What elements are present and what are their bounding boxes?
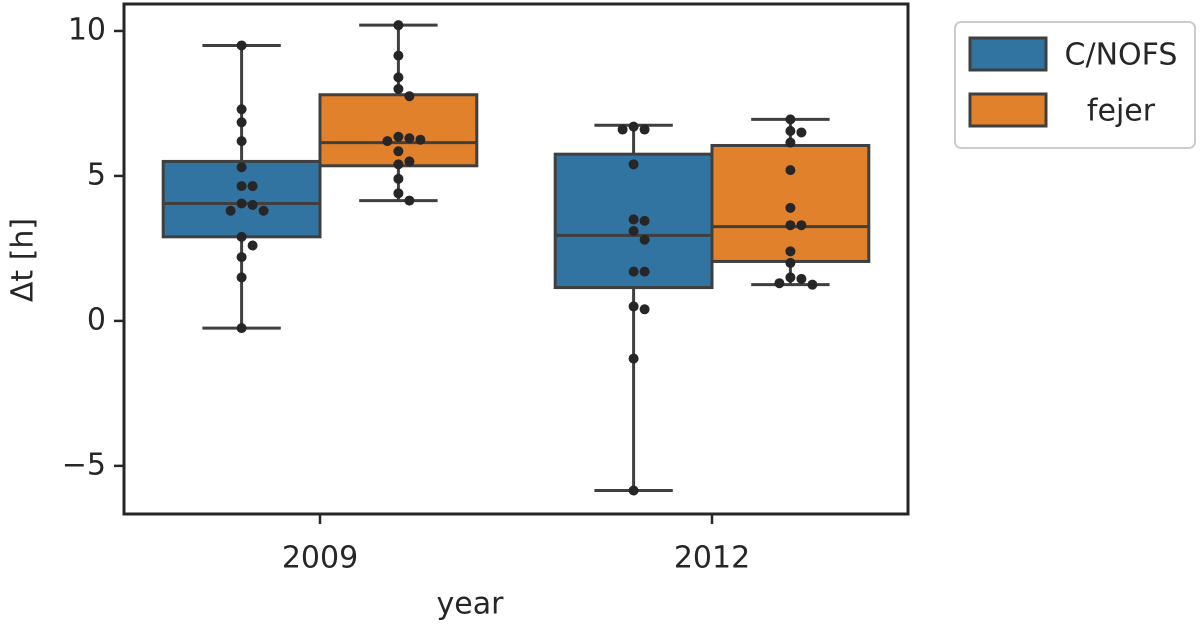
data-point	[236, 136, 247, 147]
data-point	[236, 117, 247, 128]
data-point	[639, 266, 650, 277]
data-point	[639, 234, 650, 245]
plot-frame	[122, 2, 910, 516]
data-point	[628, 159, 639, 170]
data-point	[404, 195, 415, 206]
data-point	[628, 485, 639, 496]
data-point	[236, 231, 247, 242]
data-point	[807, 279, 818, 290]
data-point	[236, 323, 247, 334]
data-point	[393, 173, 404, 184]
data-point	[785, 220, 796, 231]
data-point	[236, 198, 247, 209]
data-point	[785, 272, 796, 283]
data-point	[639, 215, 650, 226]
data-point	[785, 246, 796, 257]
legend-label: C/NOFS	[1065, 38, 1178, 73]
data-point	[628, 301, 639, 312]
data-point	[247, 199, 258, 210]
data-point	[785, 114, 796, 125]
data-point	[393, 131, 404, 142]
data-point	[617, 124, 628, 135]
x-tick-label: 2009	[282, 541, 358, 576]
data-point	[639, 304, 650, 315]
data-point	[393, 159, 404, 170]
x-axis-label: year	[437, 587, 505, 622]
data-point	[628, 353, 639, 364]
data-point	[247, 240, 258, 251]
data-point	[393, 146, 404, 157]
y-tick-label: 0	[87, 302, 106, 337]
data-point	[785, 257, 796, 268]
data-point	[393, 83, 404, 94]
legend-label: fejer	[1087, 94, 1156, 129]
data-point	[404, 156, 415, 167]
data-point	[785, 202, 796, 213]
data-point	[628, 121, 639, 132]
data-point	[236, 252, 247, 263]
data-point	[393, 188, 404, 199]
data-point	[258, 205, 269, 216]
y-axis-label: Δt [h]	[6, 218, 41, 302]
legend-swatch	[968, 36, 1048, 72]
data-point	[785, 165, 796, 176]
data-point	[785, 125, 796, 136]
data-point	[382, 136, 393, 147]
data-point	[236, 272, 247, 283]
data-point	[628, 226, 639, 237]
data-point	[628, 266, 639, 277]
y-tick-label: 10	[68, 12, 106, 47]
data-point	[415, 134, 426, 145]
data-point	[796, 273, 807, 284]
data-point	[785, 137, 796, 148]
legend-swatch	[968, 92, 1048, 128]
y-tick-label: 5	[87, 157, 106, 192]
data-point	[404, 133, 415, 144]
data-point	[404, 91, 415, 102]
data-point	[236, 40, 247, 51]
data-point	[236, 104, 247, 115]
data-point	[639, 124, 650, 135]
data-point	[774, 278, 785, 289]
data-point	[247, 181, 258, 192]
data-point	[628, 214, 639, 225]
data-point	[796, 127, 807, 138]
data-point	[236, 162, 247, 173]
box	[161, 159, 322, 239]
data-point	[796, 220, 807, 231]
data-point	[236, 181, 247, 192]
data-point	[393, 72, 404, 83]
data-point	[393, 50, 404, 61]
data-point	[225, 205, 236, 216]
data-point	[393, 20, 404, 31]
y-tick-label: −5	[62, 447, 106, 482]
x-tick-label: 2012	[674, 541, 750, 576]
